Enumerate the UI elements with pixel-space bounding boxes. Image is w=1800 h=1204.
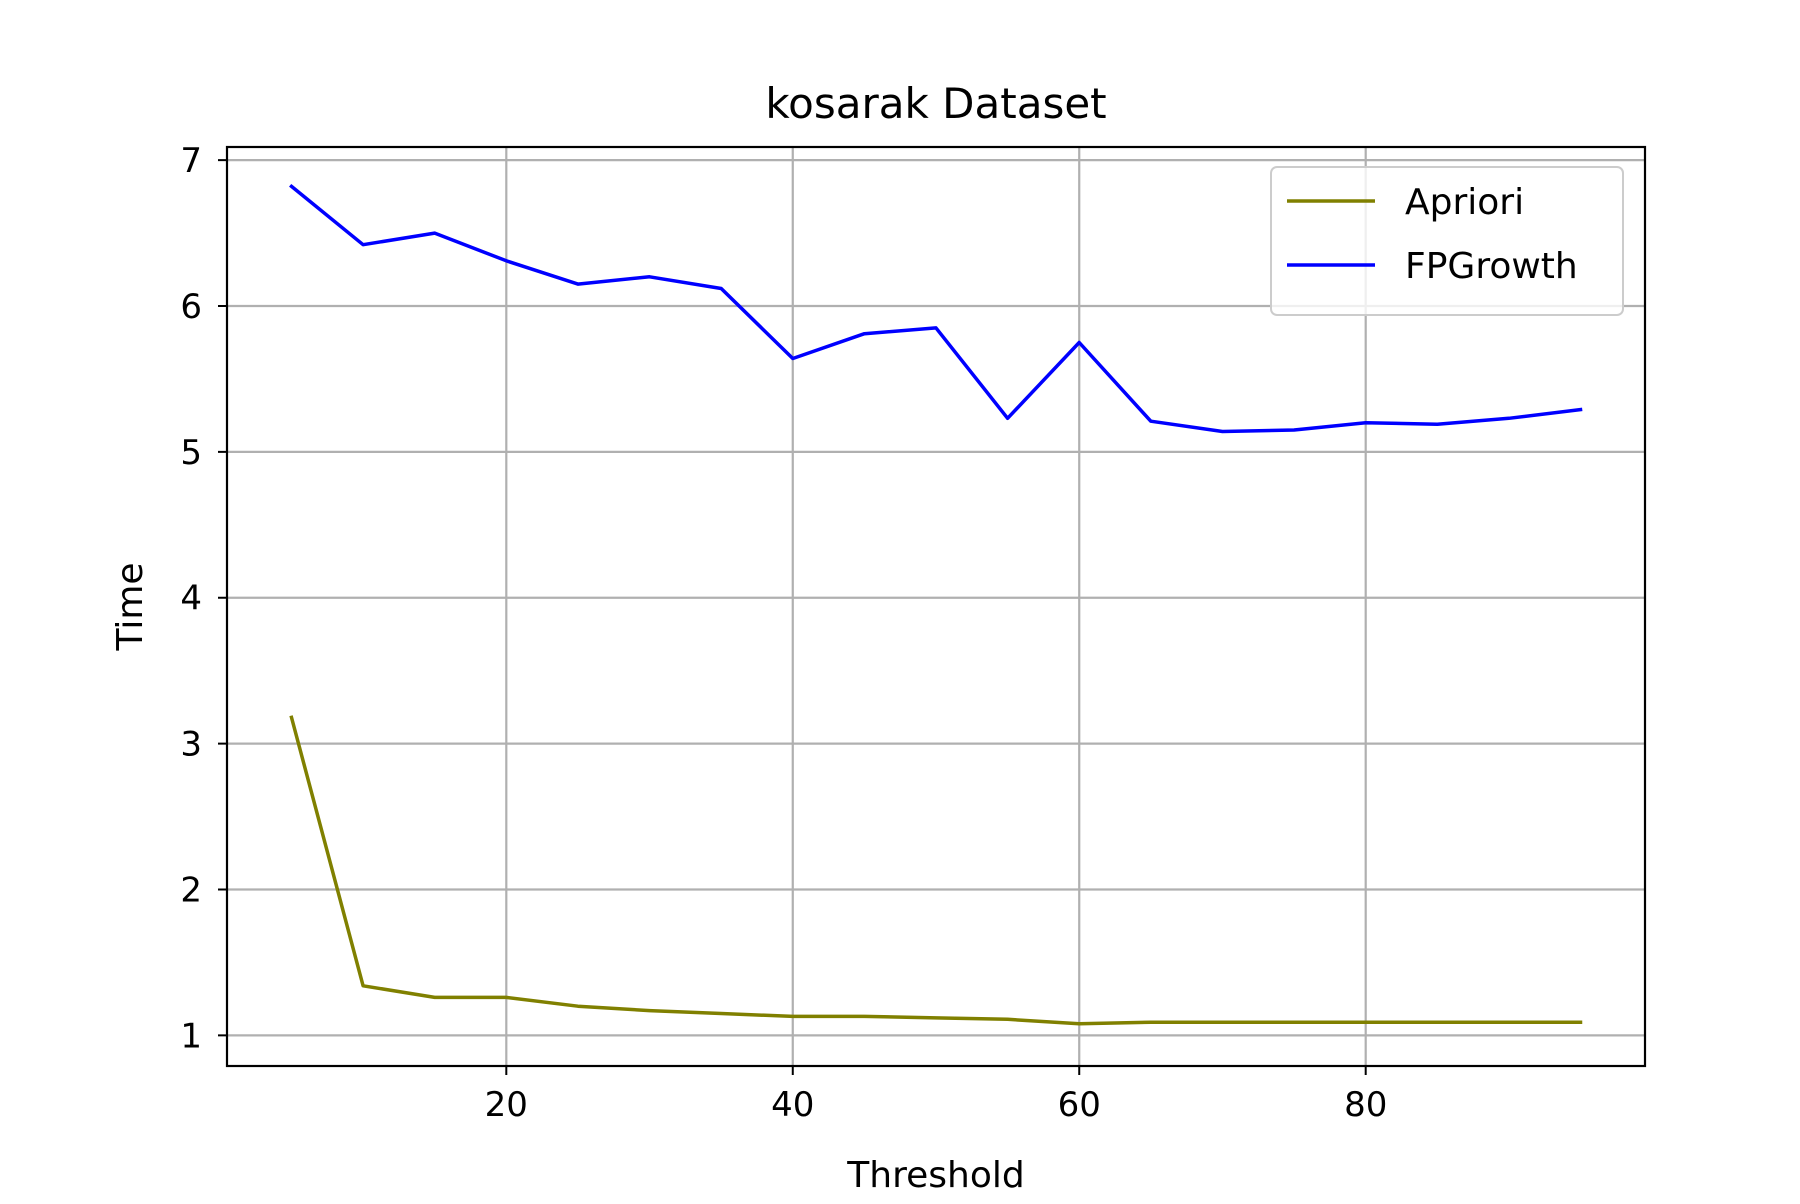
series-line-apriori [289, 715, 1583, 1026]
legend-label-apriori: Apriori [1405, 182, 1524, 223]
y-tick-label-2: 2 [180, 870, 202, 910]
x-tick-label-60: 60 [1058, 1085, 1101, 1125]
chart-title: kosarak Dataset [765, 79, 1106, 128]
plot-frame [225, 145, 1647, 1068]
legend: Apriori FPGrowth [1270, 166, 1624, 316]
y-axis-label: Time [110, 562, 151, 651]
series-lines [289, 183, 1583, 1026]
axis-ticks: 20 40 60 80 1 2 3 4 5 6 7 [180, 141, 1387, 1125]
y-tick-label-3: 3 [180, 725, 202, 765]
x-tick-label-40: 40 [771, 1085, 814, 1125]
y-tick-label-1: 1 [180, 1016, 202, 1056]
x-tick-label-80: 80 [1344, 1085, 1387, 1125]
legend-box [1270, 166, 1624, 316]
x-axis-label: Threshold [846, 1155, 1024, 1196]
y-tick-label-5: 5 [180, 433, 202, 473]
y-tick-label-4: 4 [180, 579, 202, 619]
series-line-fpgrowth [289, 183, 1583, 434]
legend-label-fpgrowth: FPGrowth [1405, 246, 1578, 287]
y-tick-label-7: 7 [180, 141, 202, 181]
y-tick-label-6: 6 [180, 287, 202, 327]
x-tick-label-20: 20 [485, 1085, 528, 1125]
